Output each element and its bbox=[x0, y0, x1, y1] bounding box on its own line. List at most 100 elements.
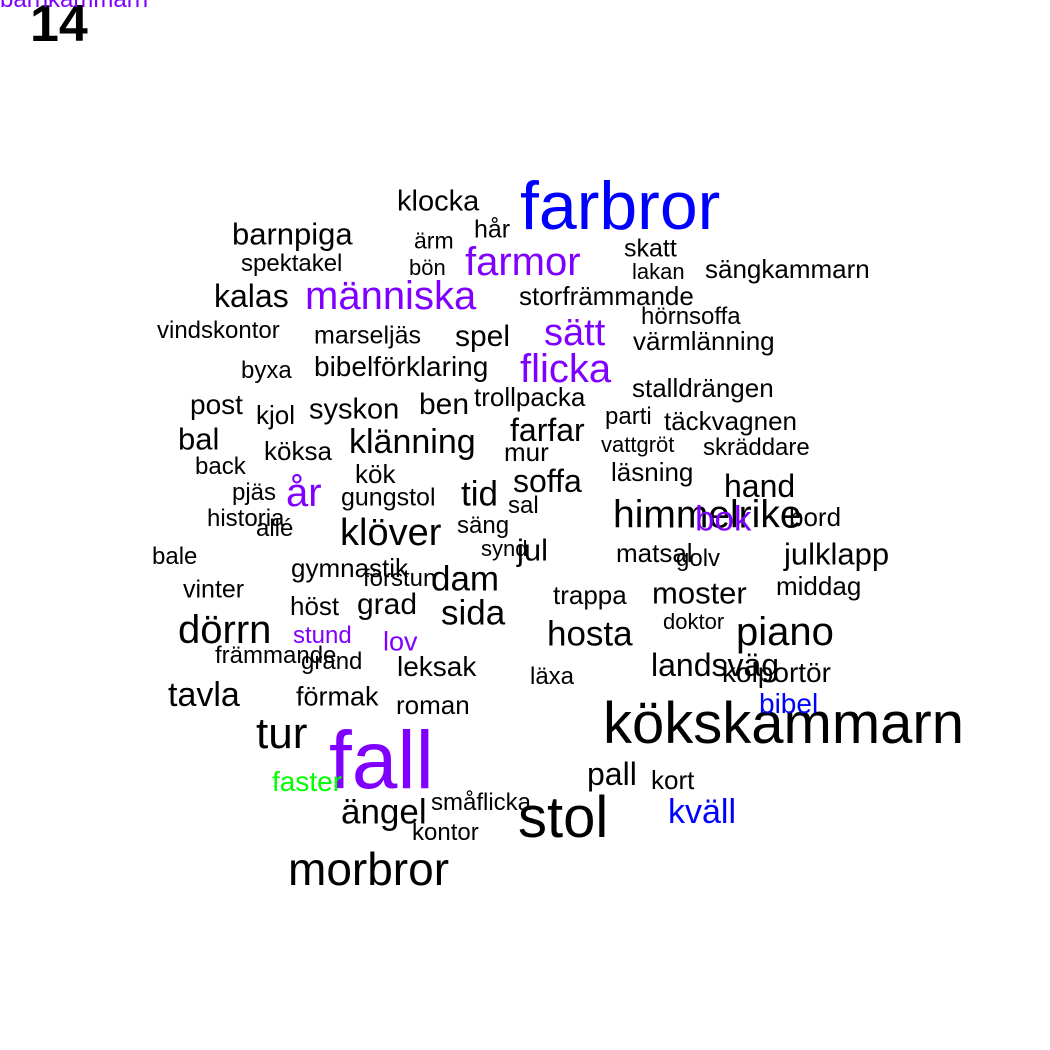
word-landsväg: landsväg bbox=[651, 647, 780, 683]
word-moster: moster bbox=[652, 575, 747, 611]
word-kökskammarn: kökskammarn bbox=[603, 691, 964, 756]
word-klöver: klöver bbox=[340, 512, 442, 554]
word-ärm: ärm bbox=[414, 227, 454, 254]
word-byxa: byxa bbox=[241, 357, 292, 384]
word-förstun: förstun bbox=[363, 565, 437, 592]
word-roman: roman bbox=[396, 690, 470, 720]
word-bale: bale bbox=[152, 543, 198, 570]
word-lov: lov bbox=[383, 626, 418, 657]
word-vindskontor: vindskontor bbox=[157, 317, 280, 344]
word-kolportör: kolportör bbox=[722, 657, 831, 688]
word-hosta: hosta bbox=[547, 614, 633, 654]
word-kjol: kjol bbox=[256, 400, 296, 430]
word-julklapp: julklapp bbox=[784, 536, 890, 572]
word-soffa: soffa bbox=[513, 463, 582, 499]
word-trappa: trappa bbox=[553, 580, 627, 610]
word-hand: hand bbox=[724, 468, 796, 504]
word-höst: höst bbox=[290, 591, 340, 621]
word-läsning: läsning bbox=[611, 457, 694, 487]
word-pall: pall bbox=[587, 756, 637, 792]
word-syskon: syskon bbox=[309, 393, 400, 426]
word-främmande: främmande bbox=[215, 642, 337, 669]
word-kort: kort bbox=[651, 765, 695, 795]
word-tid: tid bbox=[461, 474, 498, 514]
word-sätt: sätt bbox=[544, 312, 606, 354]
word-grand: grand bbox=[301, 648, 363, 675]
word-lakan: lakan bbox=[632, 259, 685, 284]
word-vinter: vinter bbox=[183, 575, 245, 604]
word-täckvagnen: täckvagnen bbox=[664, 406, 797, 436]
word-back: back bbox=[195, 453, 246, 480]
word-skatt: skatt bbox=[624, 234, 677, 263]
word-bibel: bibel bbox=[759, 688, 819, 719]
word-sal: sal bbox=[508, 492, 539, 519]
word-stund: stund bbox=[293, 622, 352, 649]
word-sängkammarn: sängkammarn bbox=[705, 254, 870, 284]
word-år: år bbox=[286, 471, 322, 515]
word-bön: bön bbox=[409, 255, 446, 280]
word-säng: säng bbox=[457, 512, 510, 539]
word-dam: dam bbox=[431, 559, 500, 599]
word-spel: spel bbox=[455, 320, 511, 353]
word-stol: stol bbox=[518, 785, 609, 850]
word-farmor: farmor bbox=[465, 240, 581, 284]
word-småflicka: småflicka bbox=[431, 789, 532, 816]
word-mur: mur bbox=[504, 437, 549, 467]
word-bibelförklaring: bibelförklaring bbox=[314, 351, 489, 382]
word-köksa: köksa bbox=[264, 436, 332, 466]
word-middag: middag bbox=[776, 571, 862, 601]
word-morbror: morbror bbox=[288, 843, 450, 895]
word-faster: faster bbox=[272, 766, 343, 797]
word-värmlänning: värmlänning bbox=[633, 326, 775, 356]
word-farbror: farbror bbox=[520, 168, 721, 244]
word-flicka: flicka bbox=[520, 347, 612, 391]
word-hörnsoffa: hörnsoffa bbox=[641, 303, 741, 330]
word-allé: allé bbox=[256, 515, 294, 542]
word-skräddare: skräddare bbox=[703, 434, 810, 461]
word-kalas: kalas bbox=[214, 278, 289, 314]
word-klocka: klocka bbox=[397, 185, 480, 218]
word-marseljäs: marseljäs bbox=[314, 321, 421, 350]
word-bord: bord bbox=[789, 502, 842, 532]
word-synd: synd bbox=[481, 536, 528, 561]
word-storfrämmande: storfrämmande bbox=[519, 281, 694, 311]
word-gymnastik: gymnastik bbox=[291, 553, 409, 583]
word-matsal: matsal bbox=[616, 538, 693, 568]
word-bal: bal bbox=[178, 421, 220, 457]
word-trollpacka: trollpacka bbox=[474, 382, 586, 412]
word-farfar: farfar bbox=[510, 412, 585, 448]
word-barnpiga: barnpiga bbox=[232, 216, 353, 252]
word-barnkammarn: barnkammarn bbox=[0, 0, 148, 12]
word-himmelrike: himmelrike bbox=[613, 493, 802, 537]
word-spektakel: spektakel bbox=[241, 250, 343, 277]
word-tavla: tavla bbox=[168, 676, 240, 714]
word-människa: människa bbox=[305, 274, 477, 318]
word-golv: golv bbox=[676, 545, 721, 572]
page-number: 14 bbox=[30, 0, 88, 53]
word-hår: hår bbox=[474, 215, 511, 244]
word-kontor: kontor bbox=[412, 819, 479, 846]
word-dörrn: dörrn bbox=[178, 608, 272, 652]
word-kväll: kväll bbox=[668, 793, 737, 831]
word-ben: ben bbox=[419, 388, 470, 421]
word-doktor: doktor bbox=[663, 609, 725, 634]
word-parti: parti bbox=[605, 403, 652, 430]
word-stalldrängen: stalldrängen bbox=[632, 373, 774, 403]
word-post: post bbox=[190, 389, 243, 420]
word-jul: jul bbox=[517, 532, 549, 568]
word-fall: fall bbox=[329, 715, 434, 806]
word-piano: piano bbox=[736, 610, 834, 654]
word-grad: grad bbox=[357, 588, 418, 621]
word-historia: historia bbox=[207, 505, 285, 532]
word-vattgröt: vattgröt bbox=[601, 432, 675, 457]
word-klänning: klänning bbox=[349, 423, 476, 461]
word-bok: bok bbox=[695, 499, 752, 539]
word-förmak: förmak bbox=[296, 681, 379, 712]
word-läxa: läxa bbox=[530, 663, 575, 690]
word-pjäs: pjäs bbox=[232, 479, 277, 506]
word-gungstol: gungstol bbox=[341, 483, 436, 512]
word-leksak: leksak bbox=[397, 651, 477, 682]
word-tur: tur bbox=[256, 709, 308, 758]
